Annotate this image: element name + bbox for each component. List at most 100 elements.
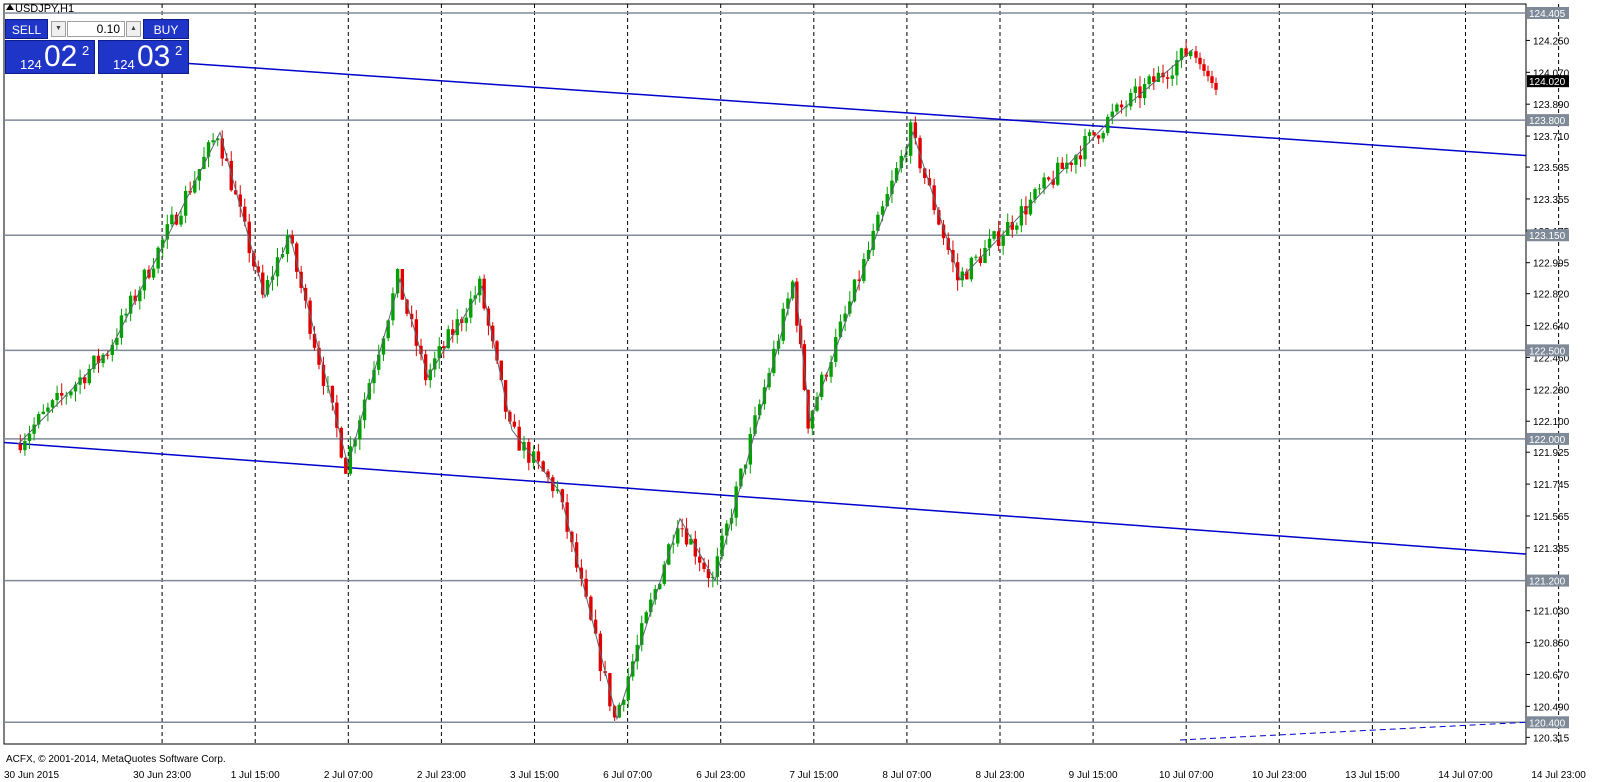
candle-body [211,140,215,143]
candle-body [294,243,299,272]
current-price-tag [1527,75,1569,88]
trend-channel [3,62,1527,741]
candle-body [1015,225,1019,230]
candle-body [1170,75,1174,79]
candle-body [1179,48,1184,61]
lot-decrease-icon[interactable]: ▼ [51,21,66,37]
time-label: 2 Jul 07:00 [324,770,373,781]
candle-body [848,301,852,314]
candle-body [1010,221,1014,230]
one-click-trading-panel: SELL ▼ 0.10 ▲ BUY 124 02 2 124 03 2 [5,19,189,74]
candle-body [923,168,927,179]
candle-body [252,253,256,267]
time-label: 3 Jul 15:00 [510,770,559,781]
candle-body [885,194,889,207]
candle-body [1119,104,1124,108]
candle-body [124,313,128,316]
candle-body [1019,206,1024,226]
candle-body [1042,177,1046,189]
buy-button[interactable]: BUY [143,19,189,39]
candle-body [880,206,885,215]
candle-body [715,556,720,577]
candle-body [106,354,110,356]
candle-body [285,235,290,255]
candle-body [1024,206,1028,215]
candle-body [899,155,903,169]
candle-body [992,231,996,239]
candle-body [1129,92,1133,107]
candle-body [584,578,588,597]
candle-body [1165,77,1170,79]
price-level-label: 122.000 [1529,435,1566,446]
price-level-label: 120.400 [1529,718,1566,729]
candle-body [706,568,711,579]
candle-body [1092,132,1096,136]
vertical-grid [3,3,1560,745]
price-tick-label: 121.565 [1533,512,1570,523]
candle-body [451,329,455,336]
candle-body [362,399,367,421]
candle-body [574,542,579,568]
current-price-label: 124.020 [1529,77,1566,88]
candle-body [261,272,265,295]
candle-body [626,676,630,700]
candle-body [1037,188,1042,190]
time-label: 10 Jul 07:00 [1159,770,1214,781]
lot-increase-icon[interactable]: ▲ [126,21,141,37]
candle-body [560,489,565,503]
candle-body [786,298,790,309]
candle-body [697,556,702,563]
price-axis: 124.250 124.070 123.890 123.710 123.535 123.3… [1526,6,1570,744]
candle-body [1156,72,1161,83]
candle-body [937,210,941,225]
candle-body [372,369,376,384]
candle-body [693,538,698,557]
candle-body [974,256,978,258]
candle-body [1202,64,1206,71]
candle-body [640,623,644,645]
candle-body [866,249,871,259]
candle-body [978,256,983,263]
candle-body [499,360,503,381]
candle-body [913,122,918,138]
price-level-tag [1527,229,1569,242]
candle-body [27,433,32,441]
candle-body [317,347,321,365]
candle-body [142,269,147,291]
buy-price-button[interactable]: 124 03 2 [98,40,189,74]
candle-body [1188,51,1193,57]
channel-extension-line [1179,721,1527,741]
chart-menu-arrow-icon[interactable] [6,4,14,10]
candle-body [969,257,974,280]
price-tick-label: 123.710 [1533,132,1570,143]
candle-body [437,346,441,359]
candle-body [852,279,857,302]
candle-body [702,562,706,569]
candle-body [87,368,91,384]
candle-body [18,444,22,451]
candle-body [495,341,499,361]
candle-body [1069,162,1074,165]
candle-body [508,411,512,422]
candle-body [1210,76,1214,83]
candle-body [115,337,119,345]
candle-body [491,325,495,342]
candle-body [400,269,405,300]
copyright-text: ACFX, © 2001-2014, MetaQuotes Software C… [6,754,226,765]
time-label: 10 Jul 23:00 [1252,770,1307,781]
candle-body [335,402,339,428]
price-tick-label: 121.925 [1533,448,1570,459]
candle-body [1001,235,1005,246]
price-level-tag [1527,574,1569,587]
sell-button[interactable]: SELL [5,19,48,39]
candle-body [419,345,423,355]
candle-body [348,446,353,474]
candle-body [197,169,202,181]
candle-body [442,346,446,349]
price-level-label: 121.200 [1529,577,1566,588]
candle-body [612,706,617,718]
horizontal-levels [4,12,1526,724]
lot-size-input[interactable]: 0.10 [67,21,125,37]
sell-price-button[interactable]: 124 02 2 [5,40,95,74]
